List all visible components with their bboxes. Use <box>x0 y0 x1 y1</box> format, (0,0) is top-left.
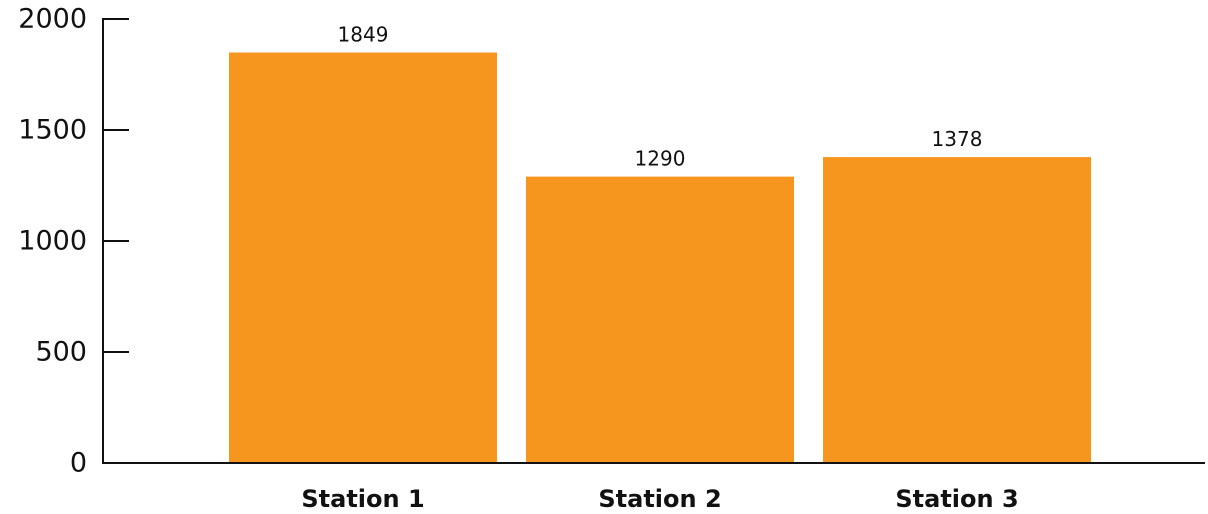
y-tick-label: 2000 <box>18 4 87 35</box>
data-label: 1849 <box>338 23 389 47</box>
bar-1 <box>229 52 497 463</box>
bar-2 <box>526 176 794 463</box>
data-label: 1378 <box>932 127 983 151</box>
bars: 1849 1290 1378 <box>229 23 1091 464</box>
y-ticks: 0 500 1000 1500 2000 <box>18 4 129 479</box>
data-label: 1290 <box>635 147 686 171</box>
x-category-label: Station 1 <box>301 485 424 513</box>
bar-3 <box>823 157 1091 464</box>
y-tick-label: 500 <box>35 337 87 368</box>
x-labels: Station 1 Station 2 Station 3 <box>301 485 1018 513</box>
y-tick-label: 0 <box>70 448 87 479</box>
y-axis: 0 500 1000 1500 2000 <box>18 4 129 479</box>
x-category-label: Station 3 <box>895 485 1018 513</box>
x-category-label: Station 2 <box>598 485 721 513</box>
y-tick-label: 1500 <box>18 115 87 146</box>
y-tick-label: 1000 <box>18 226 87 257</box>
x-axis: Station 1 Station 2 Station 3 <box>103 462 1205 513</box>
